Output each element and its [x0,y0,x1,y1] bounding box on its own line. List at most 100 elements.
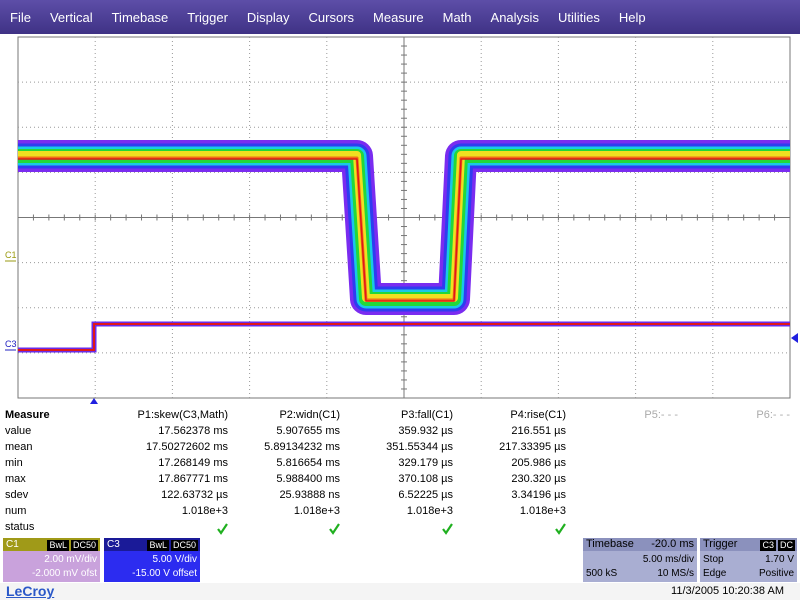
measure-cell: 217.33395 µs [499,441,566,453]
row-label: sdev [5,489,29,501]
measure-cell: 5.816654 ms [276,457,340,469]
row-label: mean [5,441,33,453]
trigger-level-marker [791,333,798,343]
channel-name: C1 [6,539,19,550]
menu-item[interactable]: File [10,9,31,25]
badge: BwL [147,540,169,551]
c1-waveform [18,140,790,315]
trigger-descriptor[interactable]: Trigger C3 DC Stop 1.70 V Edge Positive [700,538,797,582]
channel-setting: -15.00 V offset [132,568,197,579]
measure-cell: 351.55344 µs [386,441,453,453]
measure-cell: 17.268149 ms [158,457,228,469]
measure-cell: 122.63732 µs [161,489,228,501]
c1-descriptor[interactable]: C1 BwL DC50 2.00 mV/div -2.000 mV ofst [3,538,100,582]
column-header: P6:- - - [756,409,790,421]
measure-cell: 230.320 µs [511,473,566,485]
measure-cell: 25.93888 ns [279,489,340,501]
trigger-mode: Stop [703,554,724,565]
badge: BwL [47,540,69,551]
menu-item[interactable]: Timebase [111,9,169,25]
measure-cell: 5.907655 ms [276,425,340,437]
measure-cell: 3.34196 µs [511,489,566,501]
row-label: max [5,473,26,485]
footer: LeCroy 11/3/2005 10:20:38 AM [0,583,800,600]
trigger-badges: C3 DC [758,539,795,552]
trigger-title: Trigger [703,538,738,550]
measure-cell: 205.986 µs [511,457,566,469]
row-label: num [5,505,27,517]
column-header: P4:rise(C1) [510,409,566,421]
graticule [17,36,791,399]
badge: C3 [760,540,776,551]
c3-body: 5.00 V/div -15.00 V offset [104,551,200,582]
scope-display: C1 C3 [5,36,798,404]
timebase-descriptor[interactable]: Timebase -20.0 ms 5.00 ms/div 500 kS 10 … [583,538,697,582]
channel-setting: -2.000 mV ofst [31,568,97,579]
menu-item[interactable]: Utilities [557,9,600,25]
measure-cell: 370.108 µs [398,473,453,485]
badge: DC [778,540,795,551]
column-header: P1:skew(C3,Math) [137,409,228,421]
badge: DC50 [70,540,98,551]
measure-cell: 1.018e+3 [519,505,566,517]
channel-setting: 2.00 mV/div [44,554,97,565]
timebase-samples: 500 kS [586,568,618,579]
column-header: P5:- - - [644,409,678,421]
channel-name: C3 [107,539,120,550]
c3-descriptor[interactable]: C3 BwL DC50 5.00 V/div -15.00 V offset [104,538,200,582]
status-check [442,523,453,535]
c1-marker: C1 [5,250,17,260]
timestamp: 11/3/2005 10:20:38 AM [671,585,784,597]
measure-cell: 6.52225 µs [398,489,453,501]
measure-title: Measure [5,409,50,421]
row-label: status [5,521,35,533]
channel-setting: 5.00 V/div [152,554,197,565]
measure-cell: 17.562378 ms [158,425,228,437]
menu-item[interactable]: Cursors [308,9,355,25]
menu-item[interactable]: Help [618,9,646,25]
timebase-rate: 10 MS/s [657,568,694,579]
menu-item[interactable]: Analysis [490,9,539,25]
trigger-level: 1.70 V [765,554,794,565]
menu-item[interactable]: Display [246,9,290,25]
c3-marker: C3 [5,339,17,349]
row-label: min [5,457,23,469]
timebase-body: 5.00 ms/div 500 kS 10 MS/s [583,551,697,582]
menu-item[interactable]: Measure [373,9,424,25]
c3-waveform [18,321,790,353]
measure-cell: 17.50272602 ms [146,441,228,453]
status-check [555,523,566,535]
trigger-body: Stop 1.70 V Edge Positive [700,551,797,582]
badge: DC50 [170,540,198,551]
timebase-header: Timebase -20.0 ms [583,538,697,551]
measure-cell: 5.988400 ms [276,473,340,485]
trigger-type: Edge [703,568,727,579]
measure-cell: 1.018e+3 [406,505,453,517]
menu-bar: File Vertical Timebase Trigger Display Cursor… [0,0,800,34]
brand: LeCroy [6,583,55,599]
measure-cell: 5.89134232 ms [264,441,340,453]
trigger-header: Trigger C3 DC [700,538,797,551]
measure-cell: 17.867771 ms [158,473,228,485]
status-check [217,523,228,535]
status-check [329,523,340,535]
column-header: P3:fall(C1) [401,409,453,421]
channel-badges: BwL DC50 [145,539,198,552]
column-header: P2:widn(C1) [279,409,340,421]
menu-item[interactable]: Trigger [187,9,228,25]
trigger-time-marker [90,398,98,404]
measure-cell: 1.018e+3 [181,505,228,517]
measure-cell: 1.018e+3 [293,505,340,517]
measure-cell: 216.551 µs [511,425,566,437]
trigger-slope: Positive [758,568,794,579]
channel-badges: BwL DC50 [45,539,98,552]
menu-item[interactable]: Math [442,9,472,25]
c1-body: 2.00 mV/div -2.000 mV ofst [3,551,100,582]
timebase-delay: -20.0 ms [651,538,694,550]
measure-cell: 359.932 µs [398,425,453,437]
status-icons [217,523,566,535]
c3-header: C3 BwL DC50 [104,538,200,551]
menu-item[interactable]: Vertical [49,9,93,25]
timebase-title: Timebase [586,538,634,550]
